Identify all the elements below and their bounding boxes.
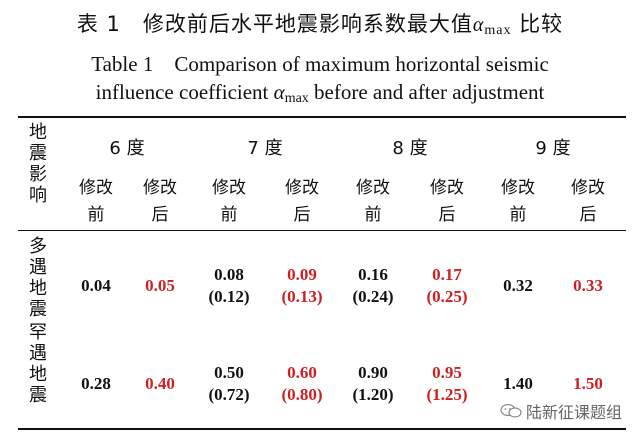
value-alt: (0.24)	[352, 287, 394, 306]
value-after: 0.95 (1.25)	[413, 362, 481, 406]
degree-header: 6 度	[109, 138, 145, 159]
value-main: 0.32	[503, 276, 533, 295]
sub-header-before: 修改前	[501, 178, 535, 225]
value-main: 0.17	[432, 265, 462, 284]
value-alt: (1.25)	[426, 385, 468, 404]
caption-cn-subscript: max	[484, 23, 512, 38]
value-after: 0.09 (0.13)	[268, 264, 336, 308]
wechat-icon	[500, 404, 522, 418]
value-main: 0.28	[81, 374, 111, 393]
table-top-rule	[18, 116, 626, 118]
value-alt: (0.12)	[208, 287, 250, 306]
value-alt: (1.20)	[352, 385, 394, 404]
value-before: 0.28	[62, 373, 130, 395]
caption-cn-prefix: 表 1 修改前后水平地震影响系数最大值	[76, 12, 473, 36]
value-main: 0.40	[145, 374, 175, 393]
caption-en-line2-b: before and after adjustment	[308, 80, 545, 104]
sub-header-before: 修改前	[79, 178, 113, 225]
degree-header: 7 度	[247, 138, 283, 159]
caption-en-subscript: max	[284, 91, 309, 106]
sub-header-before: 修改前	[212, 178, 246, 225]
caption-en-line2-a: influence coefficient	[95, 80, 274, 104]
value-before: 0.90 (1.20)	[339, 362, 407, 406]
row-label: 多遇地震	[29, 236, 47, 320]
value-before: 0.16 (0.24)	[339, 264, 407, 308]
value-after: 0.40	[126, 373, 194, 395]
sub-header-after: 修改后	[430, 178, 464, 225]
value-main: 0.05	[145, 276, 175, 295]
value-main: 0.95	[432, 363, 462, 382]
watermark-text: 陆新征课题组	[525, 403, 622, 422]
caption-en-symbol: α	[273, 80, 285, 104]
value-after: 0.60 (0.80)	[268, 362, 336, 406]
value-main: 0.04	[81, 276, 111, 295]
value-main: 0.16	[358, 265, 388, 284]
watermark: 陆新征课题组	[500, 399, 622, 423]
value-main: 0.09	[287, 265, 317, 284]
value-main: 0.08	[214, 265, 244, 284]
value-main: 0.90	[358, 363, 388, 382]
value-before: 0.32	[484, 275, 552, 297]
value-before: 0.04	[62, 275, 130, 297]
value-before: 0.50 (0.72)	[195, 362, 263, 406]
value-after: 0.05	[126, 275, 194, 297]
value-after: 1.50	[554, 373, 622, 395]
caption-cn-suffix: 比较	[511, 12, 564, 36]
value-alt: (0.72)	[208, 385, 250, 404]
table-bottom-rule	[18, 428, 626, 430]
sub-header-after: 修改后	[571, 178, 605, 225]
caption-cn: 表 1 修改前后水平地震影响系数最大值αmax 比较	[0, 8, 640, 38]
degree-header: 8 度	[392, 138, 428, 159]
caption-en-line1: Table 1 Comparison of maximum horizontal…	[91, 52, 549, 76]
value-main: 0.33	[573, 276, 603, 295]
value-main: 1.50	[573, 374, 603, 393]
value-before: 0.08 (0.12)	[195, 264, 263, 308]
value-main: 1.40	[503, 374, 533, 393]
value-main: 0.50	[214, 363, 244, 382]
value-before: 1.40	[484, 373, 552, 395]
value-after: 0.33	[554, 275, 622, 297]
row-label: 罕遇地震	[29, 322, 47, 406]
sub-header-after: 修改后	[143, 178, 177, 225]
caption-cn-symbol: α	[472, 14, 485, 36]
value-main: 0.60	[287, 363, 317, 382]
row-header: 地震影响	[29, 122, 47, 206]
value-alt: (0.80)	[281, 385, 323, 404]
sub-header-after: 修改后	[285, 178, 319, 225]
table-header-rule	[18, 230, 626, 231]
sub-header-before: 修改前	[356, 178, 390, 225]
value-alt: (0.25)	[426, 287, 468, 306]
degree-header: 9 度	[535, 138, 571, 159]
caption-en-line2: influence coefficient αmax before and af…	[0, 80, 640, 106]
value-alt: (0.13)	[281, 287, 323, 306]
value-after: 0.17 (0.25)	[413, 264, 481, 308]
